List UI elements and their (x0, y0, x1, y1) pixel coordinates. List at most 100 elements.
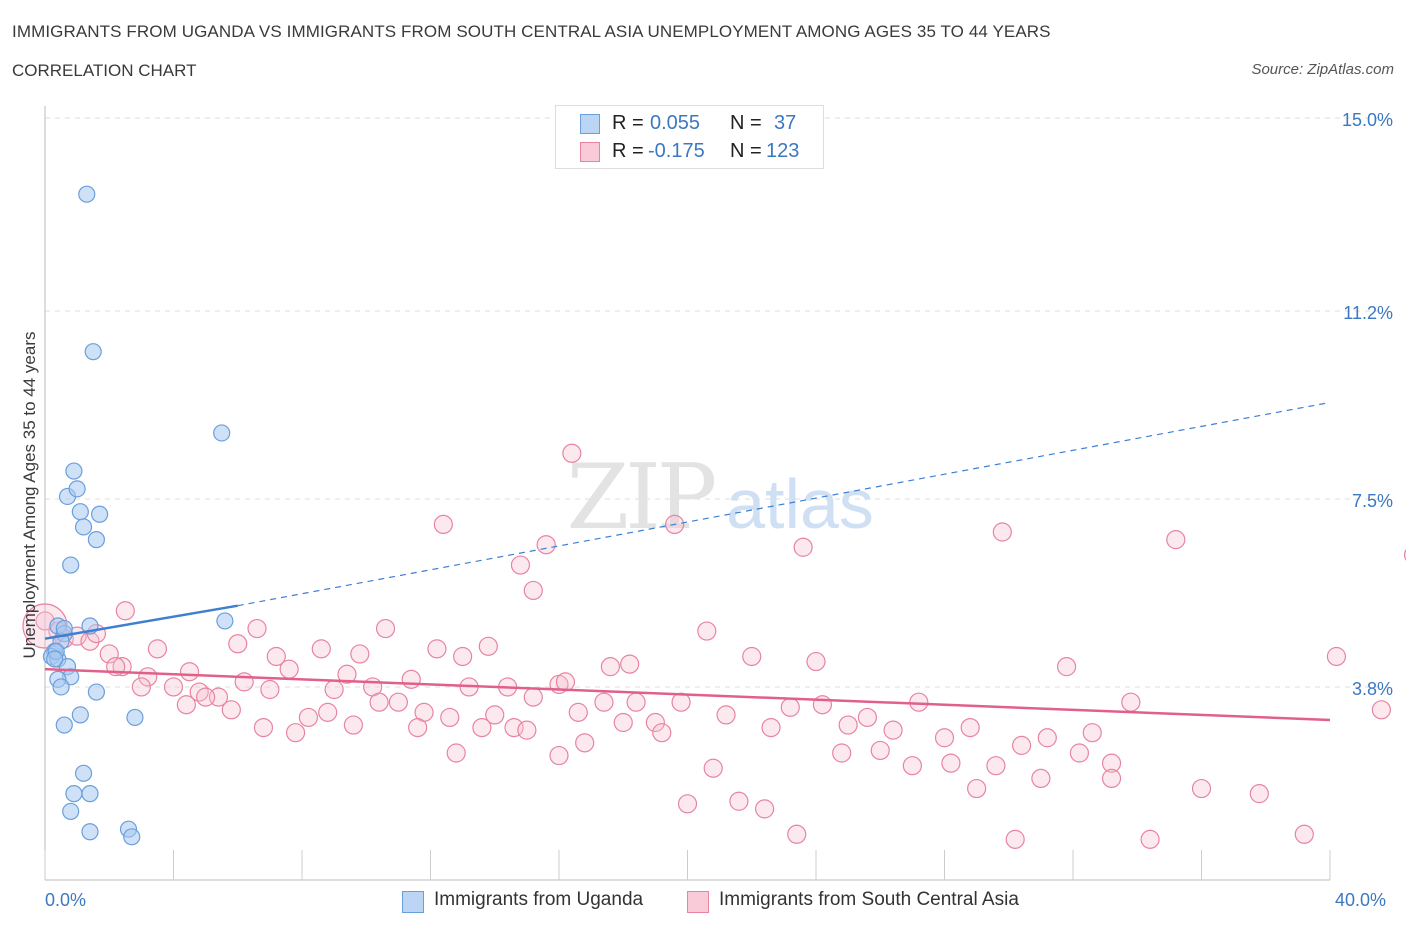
y-tick-label: 15.0% (1342, 110, 1393, 130)
south-central-asia-point (189, 682, 209, 702)
south-central-asia-point (1101, 768, 1122, 789)
south-central-asia-point (311, 639, 331, 659)
south-central-asia-point (562, 443, 582, 463)
uganda-point (65, 785, 83, 803)
south-central-asia-point (555, 672, 576, 692)
south-central-asia-point (298, 707, 319, 728)
south-central-asia-point (1031, 768, 1051, 789)
legend-r-label: R = (612, 140, 644, 162)
south-central-asia-point (600, 657, 621, 677)
watermark-atlas: atlas (726, 465, 874, 543)
bottom-uganda-label: Immigrants from Uganda (434, 889, 644, 910)
south-central-asia-point (176, 695, 196, 715)
south-central-asia-point (375, 618, 396, 639)
legend-n-value-uganda: 37 (774, 112, 797, 134)
uganda-point (71, 706, 89, 724)
uganda-point (71, 503, 89, 521)
uganda-point (46, 650, 64, 668)
south-central-asia-point (986, 756, 1006, 776)
south-central-asia-point (401, 669, 421, 689)
south-central-asia-point (626, 692, 646, 712)
south-central-asia-point (754, 799, 775, 819)
south-central-asia-point (472, 717, 492, 738)
uganda-point (84, 343, 102, 361)
south-central-asia-point (260, 679, 280, 700)
legend-r-value-south-central-asia: -0.175 (648, 140, 705, 162)
south-central-asia-point (427, 639, 447, 659)
uganda-point (62, 556, 80, 574)
y-tick-label: 7.5% (1352, 491, 1393, 511)
south-central-asia-point (350, 644, 370, 664)
uganda-trendline-dashed (237, 401, 1331, 607)
uganda-point (213, 424, 231, 442)
south-central-asia-point (832, 743, 852, 763)
south-central-asia-point (780, 697, 800, 717)
y-tick-label: 11.2% (1343, 303, 1393, 323)
y-tick-label: 3.8% (1352, 679, 1393, 699)
south-central-asia-point (909, 692, 929, 712)
south-central-asia-point (645, 712, 665, 733)
south-central-asia-point (594, 692, 614, 712)
south-central-asia-point (967, 778, 987, 799)
uganda-point (87, 531, 106, 549)
south-central-asia-point (523, 580, 543, 601)
uganda-point (62, 802, 80, 821)
legend-r-label: R = (612, 112, 644, 134)
uganda-point (81, 785, 99, 803)
south-central-asia-point (568, 702, 588, 722)
south-central-asia-point (343, 715, 363, 735)
south-central-asia-point (716, 705, 736, 725)
south-central-asia-point (671, 692, 691, 712)
south-central-asia-point (324, 679, 344, 700)
chart-subtitle: CORRELATION CHART (12, 61, 197, 80)
south-central-asia-point (1249, 784, 1269, 804)
legend-r-value-uganda: 0.055 (650, 112, 701, 134)
south-central-asia-point (1294, 824, 1314, 844)
south-central-asia-point (613, 712, 633, 733)
bottom-south-central-asia-label: Immigrants from South Central Asia (719, 889, 1019, 910)
uganda-point (123, 828, 141, 846)
south-central-asia-point (941, 753, 961, 773)
south-central-asia-point (575, 733, 595, 753)
south-central-asia-point (446, 743, 466, 763)
south-central-asia-point (1121, 692, 1141, 712)
south-central-asia-point (806, 651, 826, 672)
south-central-asia-point (369, 692, 389, 712)
south-central-asia-point (787, 824, 807, 844)
uganda-point (216, 612, 234, 630)
watermark-zip: ZIP (567, 445, 715, 550)
south-central-asia-point (1166, 530, 1186, 550)
south-central-asia-point (478, 636, 498, 656)
south-central-asia-point (433, 514, 453, 535)
south-central-asia-point (517, 720, 537, 740)
south-central-asia-point (1191, 778, 1212, 799)
south-central-asia-point (960, 717, 980, 738)
uganda-point (74, 764, 93, 782)
bottom-south-central-asia-swatch (687, 891, 709, 913)
south-central-asia-point (228, 634, 248, 654)
uganda-point (91, 505, 109, 523)
chart-title: IMMIGRANTS FROM UGANDA VS IMMIGRANTS FRO… (12, 22, 1051, 41)
stats-legend: R = 0.055 N = 37 R = -0.175 N = 123 (555, 105, 824, 169)
south-central-asia-point (549, 745, 569, 766)
south-central-asia-point (1371, 700, 1392, 720)
south-central-asia-point (883, 720, 903, 740)
south-central-asia-point (179, 662, 200, 682)
south-central-asia-point (620, 654, 640, 674)
south-central-asia-point (703, 758, 723, 778)
south-central-asia-point (677, 794, 698, 814)
south-central-asia-point (934, 728, 955, 748)
south-central-asia-point (485, 705, 505, 725)
south-central-asia-point (337, 664, 357, 684)
south-central-asia-point (742, 646, 762, 667)
uganda-point (68, 480, 86, 498)
south-central-asia-point (440, 707, 460, 728)
south-central-asia-point (1005, 829, 1025, 849)
south-central-asia-point (510, 555, 531, 575)
x-tick-min: 0.0% (45, 890, 87, 910)
south-central-asia-point (147, 639, 168, 659)
uganda-point (126, 708, 144, 727)
south-central-asia-point (1082, 723, 1102, 743)
x-tick-max: 40.0% (1335, 890, 1387, 910)
